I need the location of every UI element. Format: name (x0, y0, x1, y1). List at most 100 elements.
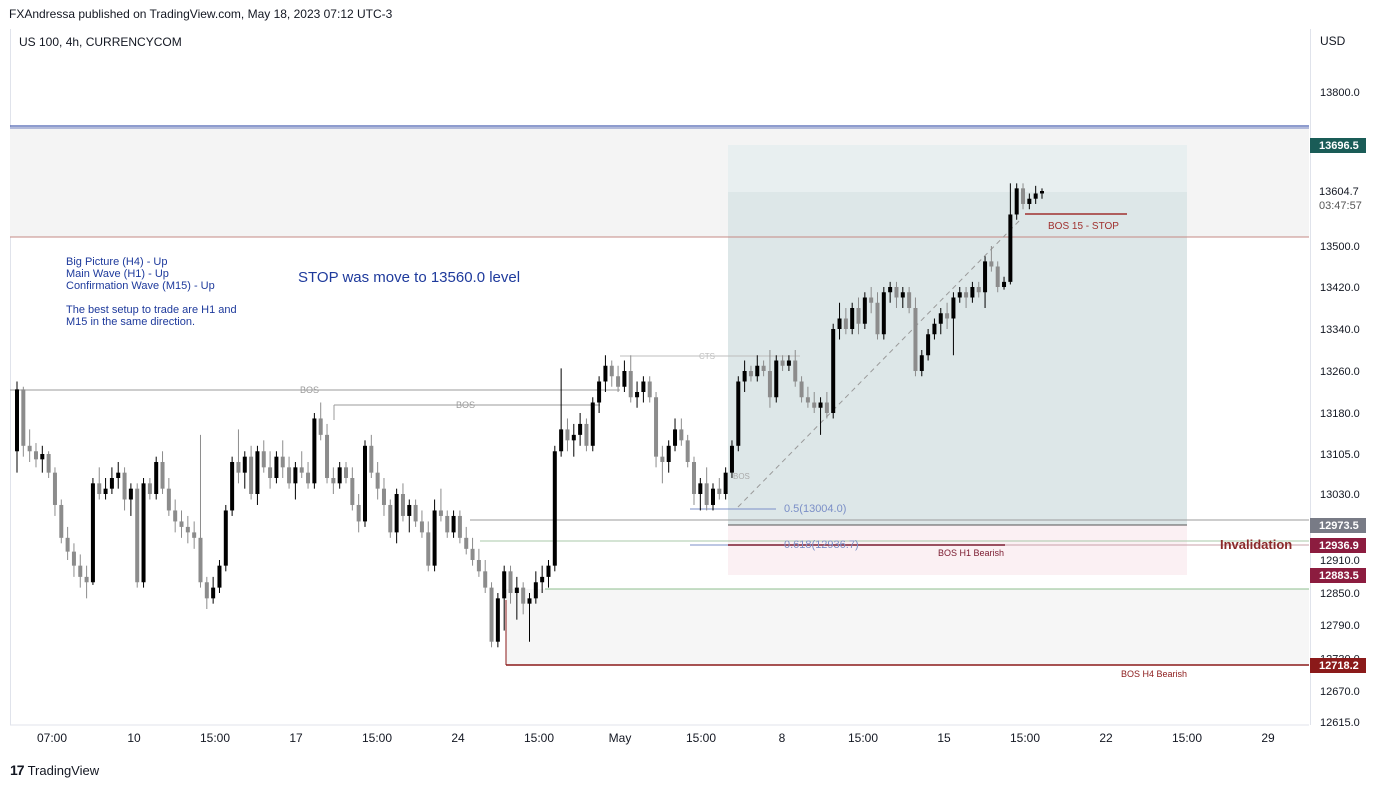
candle (464, 526, 469, 555)
candle (673, 418, 678, 452)
candle-body (995, 266, 1000, 287)
candle-body (926, 334, 931, 356)
candle-body (211, 587, 216, 599)
candle (742, 360, 747, 392)
price-label-text: 12973.5 (1319, 520, 1359, 532)
candle (704, 467, 709, 511)
price-axis[interactable]: 13800.0 13500.0 13420.0 13340.0 13260.0 13180… (1320, 87, 1360, 729)
candle (394, 488, 399, 544)
candle-body (15, 389, 19, 452)
candle (141, 478, 146, 588)
candle-body (103, 488, 108, 494)
publisher-header: FXAndressa published on TradingView.com,… (9, 7, 393, 21)
candle-body (818, 402, 823, 408)
candle (755, 355, 760, 382)
candle-body (249, 456, 254, 494)
candle-body (350, 478, 355, 505)
tradingview-logo[interactable]: 17 TradingView (10, 762, 99, 778)
candle-body (84, 576, 89, 583)
bos-h4-label: BOS H4 Bearish (1121, 669, 1187, 679)
candle (337, 462, 342, 489)
price-label-current: 13604.7 (1319, 186, 1359, 198)
candle (356, 494, 361, 533)
candle (635, 381, 640, 408)
candle-body (445, 515, 450, 533)
candle (502, 565, 507, 631)
candle (837, 302, 842, 340)
y-tick-label: 12850.0 (1320, 588, 1360, 600)
candle (84, 565, 89, 599)
candle (1033, 185, 1038, 204)
candle-body (850, 308, 855, 329)
candle-body (793, 360, 798, 382)
candle (255, 445, 260, 505)
candle-body (533, 582, 538, 599)
candle-body (514, 587, 519, 593)
candle-body (179, 521, 184, 527)
candle-body (622, 371, 627, 387)
candle-body (660, 456, 665, 462)
price-label-text: 12883.5 (1319, 570, 1359, 582)
candle-body (381, 488, 386, 505)
candle (236, 429, 241, 484)
candle-body (976, 287, 981, 293)
candle (628, 355, 633, 403)
price-label-text: 12718.2 (1319, 660, 1359, 672)
y-tick-label: 13260.0 (1320, 366, 1360, 378)
candle (217, 560, 222, 593)
candle-body (1027, 198, 1032, 204)
candle (27, 429, 32, 462)
candle (242, 451, 247, 489)
candle-body (470, 548, 475, 560)
price-label-text: 13696.5 (1319, 140, 1359, 152)
candle-body (647, 381, 652, 398)
candle (21, 386, 26, 457)
candle (717, 478, 722, 500)
candle-body (97, 483, 102, 494)
candle-body (331, 478, 336, 484)
tradingview-logo-icon: 17 (10, 762, 25, 778)
time-axis[interactable]: 07:00 10 15:00 17 15:00 24 15:00 May 15:00 8 15:00… (10, 724, 1309, 745)
candle-body (287, 467, 292, 484)
candle (451, 510, 456, 538)
candle-body (628, 371, 633, 398)
candle (103, 478, 108, 500)
long-position-filled-zone (728, 192, 1187, 525)
candle-body (198, 537, 203, 583)
candle (432, 499, 437, 572)
candle (192, 521, 197, 549)
candle (173, 499, 178, 533)
candle (166, 478, 171, 516)
candle (483, 560, 488, 593)
candle-body (419, 521, 424, 533)
y-tick-label: 12790.0 (1320, 620, 1360, 632)
candle (540, 565, 545, 593)
candle (527, 593, 532, 642)
candle (325, 423, 330, 484)
candle-body (154, 462, 159, 494)
candle (109, 467, 114, 494)
candle (1014, 183, 1019, 220)
trend-dashed-line (737, 219, 1021, 508)
candle (622, 360, 627, 392)
candle-body (875, 302, 880, 335)
candle-body (932, 323, 937, 335)
price-label-darkred: 12718.2 (1310, 658, 1366, 673)
candle (230, 456, 235, 516)
candle-body (369, 445, 374, 473)
price-label-bg (1310, 658, 1366, 673)
candle-body (546, 565, 551, 577)
candle-body (375, 472, 380, 489)
chart-pane[interactable] (10, 29, 1311, 725)
candle (438, 488, 443, 522)
candle (135, 483, 140, 588)
candle-body (945, 313, 950, 319)
candle (894, 281, 899, 308)
price-label-text: 03:47:57 (1319, 200, 1362, 212)
candle (989, 246, 994, 272)
bos-h1-label: BOS H1 Bearish (938, 548, 1004, 558)
y-tick-label: 13340.0 (1320, 324, 1360, 336)
note-line-3: Confirmation Wave (M15) - Up (66, 280, 215, 292)
price-label-bg (1310, 538, 1366, 553)
